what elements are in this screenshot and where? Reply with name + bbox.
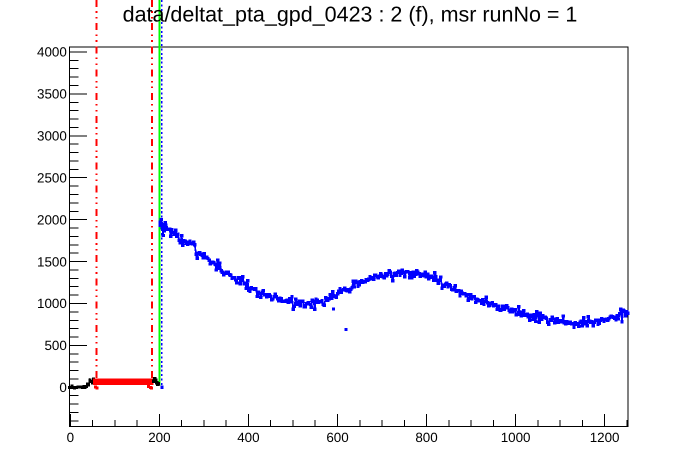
- svg-text:1000: 1000: [37, 296, 67, 311]
- svg-text:2500: 2500: [37, 170, 67, 185]
- svg-text:data/deltat_pta_gpd_0423 : 2 (: data/deltat_pta_gpd_0423 : 2 (f), msr ru…: [123, 3, 578, 27]
- svg-text:3500: 3500: [37, 87, 67, 102]
- svg-text:200: 200: [148, 430, 170, 445]
- svg-text:2000: 2000: [37, 212, 67, 227]
- svg-text:500: 500: [44, 338, 66, 353]
- svg-text:800: 800: [415, 430, 437, 445]
- svg-text:0: 0: [59, 380, 66, 395]
- svg-text:0: 0: [67, 430, 74, 445]
- svg-text:600: 600: [326, 430, 348, 445]
- svg-text:3000: 3000: [37, 129, 67, 144]
- svg-text:1500: 1500: [37, 254, 67, 269]
- svg-text:1000: 1000: [501, 430, 531, 445]
- svg-text:400: 400: [237, 430, 259, 445]
- svg-text:4000: 4000: [37, 45, 67, 60]
- svg-text:1200: 1200: [590, 430, 620, 445]
